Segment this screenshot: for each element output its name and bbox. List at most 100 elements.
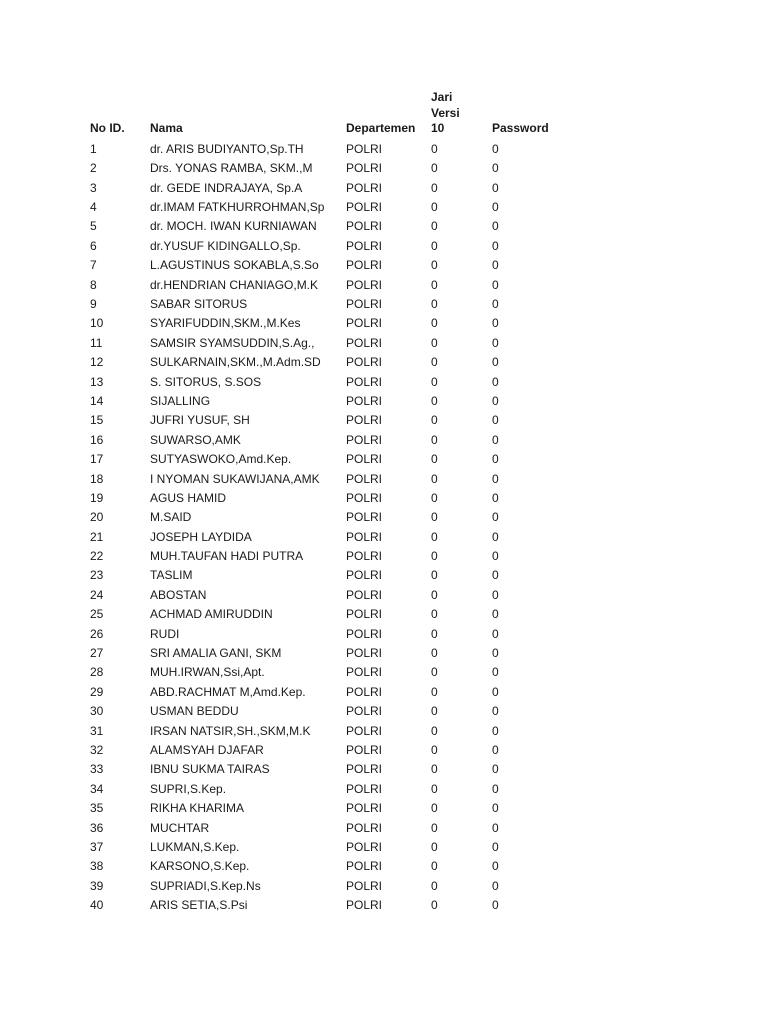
cell-no-id: 6: [90, 238, 97, 253]
cell-no-id: 13: [90, 374, 104, 389]
cell-password: 0: [492, 626, 499, 641]
cell-nama: RUDI: [150, 626, 180, 641]
cell-no-id: 29: [90, 684, 104, 699]
cell-password: 0: [492, 587, 499, 602]
cell-jari-versi: 0: [431, 490, 438, 505]
cell-jari-versi: 0: [431, 413, 438, 428]
cell-password: 0: [492, 297, 499, 312]
cell-departemen: POLRI: [346, 316, 383, 331]
cell-departemen: POLRI: [346, 781, 383, 796]
cell-departemen: POLRI: [346, 141, 383, 156]
cell-departemen: POLRI: [346, 510, 383, 525]
cell-departemen: POLRI: [346, 898, 383, 913]
cell-jari-versi: 0: [431, 820, 438, 835]
table-row: 40 ARIS SETIA,S.Psi POLRI 0 0: [90, 895, 582, 914]
cell-password: 0: [492, 141, 499, 156]
cell-departemen: POLRI: [346, 626, 383, 641]
cell-no-id: 30: [90, 704, 104, 719]
cell-departemen: POLRI: [346, 200, 383, 215]
cell-password: 0: [492, 743, 499, 757]
cell-jari-versi: 0: [431, 743, 438, 757]
cell-password: 0: [492, 180, 499, 195]
cell-no-id: 24: [90, 587, 104, 602]
cell-no-id: 2: [90, 161, 97, 176]
table-row: 3 dr. GEDE INDRAJAYA, Sp.A POLRI 0 0: [90, 177, 582, 196]
cell-no-id: 38: [90, 859, 104, 874]
cell-no-id: 19: [90, 490, 104, 505]
table-row: 27 SRI AMALIA GANI, SKM POLRI 0 0: [90, 643, 582, 662]
cell-no-id: 20: [90, 510, 104, 525]
table-header: No ID. Nama Departemen Jari Versi 10 Passw…: [90, 90, 582, 139]
cell-no-id: 23: [90, 568, 104, 583]
cell-password: 0: [492, 801, 499, 816]
cell-nama: dr.HENDRIAN CHANIAGO,M.K: [150, 277, 319, 292]
cell-no-id: 4: [90, 200, 97, 215]
cell-jari-versi: 0: [431, 335, 438, 350]
cell-password: 0: [492, 452, 499, 467]
cell-departemen: POLRI: [346, 335, 383, 350]
cell-password: 0: [492, 277, 499, 292]
cell-no-id: 36: [90, 820, 104, 835]
cell-password: 0: [492, 374, 499, 389]
cell-jari-versi: 0: [431, 161, 438, 176]
cell-password: 0: [492, 355, 499, 370]
cell-departemen: POLRI: [346, 374, 383, 389]
cell-no-id: 11: [90, 335, 103, 350]
cell-password: 0: [492, 684, 499, 699]
cell-departemen: POLRI: [346, 878, 383, 893]
cell-jari-versi: 0: [431, 684, 438, 699]
cell-departemen: POLRI: [346, 529, 383, 544]
cell-nama: SUPRIADI,S.Kep.Ns: [150, 878, 261, 893]
cell-departemen: POLRI: [346, 355, 383, 370]
cell-no-id: 34: [90, 781, 104, 796]
cell-password: 0: [492, 161, 499, 176]
cell-nama: S. SITORUS, S.SOS: [150, 374, 262, 389]
cell-password: 0: [492, 393, 499, 408]
cell-nama: RIKHA KHARIMA: [150, 801, 245, 816]
table-row: 24 ABOSTAN POLRI 0 0: [90, 584, 582, 603]
cell-departemen: POLRI: [346, 549, 383, 564]
cell-no-id: 3: [90, 180, 97, 195]
cell-jari-versi: 0: [431, 839, 438, 854]
cell-password: 0: [492, 549, 499, 564]
header-jari-line1: Jari: [431, 90, 453, 104]
cell-jari-versi: 0: [431, 238, 438, 253]
table-row: 18 I NYOMAN SUKAWIJANA,AMK POLRI 0 0: [90, 468, 582, 487]
cell-nama: SUPRI,S.Kep.: [150, 781, 227, 796]
cell-nama: ABD.RACHMAT M,Amd.Kep.: [150, 684, 306, 699]
table-row: 6 dr.YUSUF KIDINGALLO,Sp. POLRI 0 0: [90, 235, 582, 254]
cell-nama: AGUS HAMID: [150, 490, 227, 505]
cell-departemen: POLRI: [346, 607, 383, 622]
cell-departemen: POLRI: [346, 743, 383, 757]
cell-departemen: POLRI: [346, 161, 383, 176]
cell-no-id: 1: [90, 141, 97, 156]
cell-no-id: 31: [90, 723, 104, 738]
cell-password: 0: [492, 316, 499, 331]
cell-password: 0: [492, 704, 499, 719]
cell-jari-versi: 0: [431, 898, 438, 913]
table-row: 2 Drs. YONAS RAMBA, SKM.,M POLRI 0 0: [90, 158, 582, 177]
cell-jari-versi: 0: [431, 219, 438, 234]
cell-nama: IBNU SUKMA TAIRAS: [150, 762, 270, 777]
cell-departemen: POLRI: [346, 762, 383, 777]
cell-nama: SRI AMALIA GANI, SKM: [150, 646, 282, 661]
header-jari-line2: Versi: [431, 105, 460, 120]
cell-password: 0: [492, 335, 499, 350]
table-row: 9 SABAR SITORUS POLRI 0 0: [90, 294, 582, 313]
cell-jari-versi: 0: [431, 297, 438, 312]
cell-jari-versi: 0: [431, 180, 438, 195]
cell-nama: MUCHTAR: [150, 820, 210, 835]
cell-jari-versi: 0: [431, 723, 438, 738]
cell-password: 0: [492, 238, 499, 253]
cell-departemen: POLRI: [346, 859, 383, 874]
cell-jari-versi: 0: [431, 781, 438, 796]
cell-departemen: POLRI: [346, 820, 383, 835]
cell-no-id: 39: [90, 878, 104, 893]
cell-jari-versi: 0: [431, 200, 438, 215]
cell-nama: KARSONO,S.Kep.: [150, 859, 250, 874]
cell-departemen: POLRI: [346, 452, 383, 467]
table-row: 26 RUDI POLRI 0 0: [90, 623, 582, 642]
table-row: 38 KARSONO,S.Kep. POLRI 0 0: [90, 856, 582, 875]
cell-password: 0: [492, 568, 499, 583]
table-row: 35 RIKHA KHARIMA POLRI 0 0: [90, 798, 582, 817]
